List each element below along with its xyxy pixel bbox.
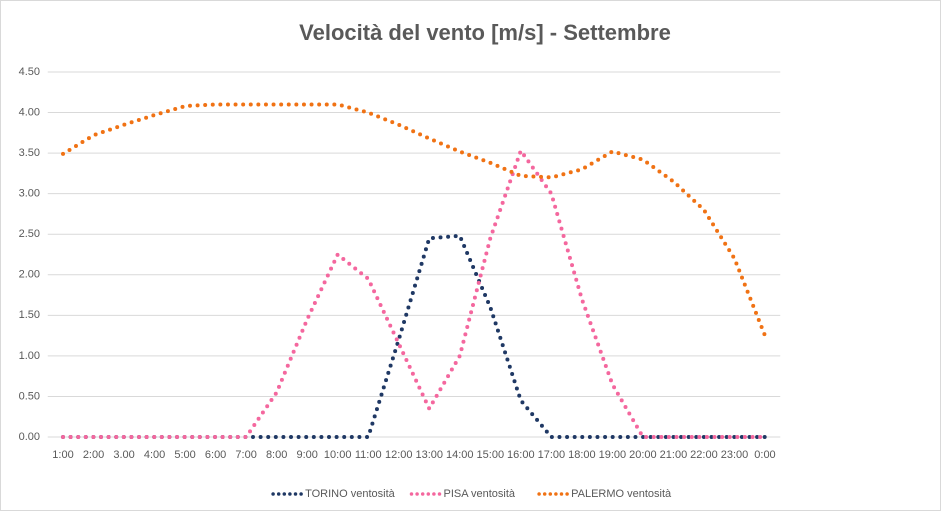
series-line (61, 102, 767, 338)
x-tick-label: 1:00 (52, 449, 73, 461)
x-tick-label: 22:00 (690, 449, 718, 461)
x-tick-label: 2:00 (83, 449, 104, 461)
y-tick-label: 1.50 (19, 309, 40, 321)
x-tick-label: 9:00 (296, 449, 317, 461)
x-tick-label: 14:00 (446, 449, 474, 461)
x-tick-label: 13:00 (415, 449, 443, 461)
y-tick-label: 0.50 (19, 390, 40, 402)
x-tick-label: 5:00 (174, 449, 195, 461)
x-tick-label: 4:00 (144, 449, 165, 461)
x-tick-label: 20:00 (629, 449, 657, 461)
x-tick-label: 6:00 (205, 449, 226, 461)
x-tick-label: 8:00 (266, 449, 287, 461)
y-tick-label: 1.00 (19, 350, 40, 362)
y-tick-label: 3.00 (19, 188, 40, 200)
y-tick-label: 2.50 (19, 228, 40, 240)
x-tick-label: 10:00 (324, 449, 352, 461)
y-tick-label: 0.00 (19, 431, 40, 443)
x-tick-label: 15:00 (477, 449, 505, 461)
legend-label: TORINO ventosità (305, 488, 396, 500)
y-tick-label: 3.50 (19, 147, 40, 159)
x-tick-label: 3.00 (113, 449, 134, 461)
y-tick-label: 4.00 (19, 106, 40, 118)
x-tick-label: 21:00 (660, 449, 688, 461)
x-tick-label: 23:00 (721, 449, 749, 461)
x-tick-label: 11:00 (355, 449, 382, 461)
y-tick-label: 4.50 (19, 66, 40, 78)
x-tick-label: 18:00 (568, 449, 596, 461)
chart-title: Velocità del vento [m/s] - Settembre (299, 20, 671, 45)
series-line (61, 146, 767, 439)
y-tick-label: 2.00 (19, 269, 40, 281)
x-tick-label: 12:00 (385, 449, 413, 461)
x-tick-label: 16:00 (507, 449, 535, 461)
legend-label: PISA ventosità (444, 488, 516, 500)
x-tick-label: 7:00 (235, 449, 256, 461)
x-tick-label: 19:00 (599, 449, 627, 461)
x-tick-label: 17:00 (538, 449, 566, 461)
x-tick-label: 0:00 (754, 449, 775, 461)
legend-label: PALERMO ventosità (571, 488, 672, 500)
